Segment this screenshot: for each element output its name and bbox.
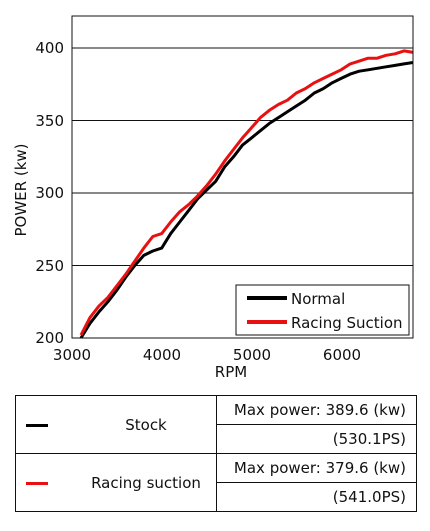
x-tick-label: 3000 xyxy=(53,346,91,364)
x-tick-label: 6000 xyxy=(323,346,361,364)
variant-name: Stock xyxy=(76,395,217,454)
legend: Normal Racing Suction xyxy=(235,284,410,336)
variant-name: Racing suction xyxy=(76,453,217,512)
x-axis-title: RPM xyxy=(215,363,247,381)
table-row-stock-ps: (530.1PS) xyxy=(16,424,417,454)
y-tick-label: 250 xyxy=(35,257,64,275)
legend-label-normal: Normal xyxy=(291,290,345,308)
series-line-normal xyxy=(79,61,414,339)
table-row-racing-suction: Racing suction Max power: 379.6 (kw) xyxy=(15,453,417,512)
swatch-cell xyxy=(15,395,76,454)
ps-value: (530.1PS) xyxy=(216,424,417,454)
plot-frame xyxy=(71,15,414,339)
power-chart: 200 250 300 350 400 3000 4000 5000 6000 … xyxy=(12,15,414,381)
max-power-value: Max power: 379.6 (kw) xyxy=(216,453,417,483)
table-row-racing-suction-ps: (541.0PS) xyxy=(16,482,417,512)
x-tick-labels: 3000 4000 5000 6000 xyxy=(53,346,361,364)
racing-suction-color-swatch xyxy=(26,481,48,485)
legend-box xyxy=(235,284,410,336)
y-tick-label: 400 xyxy=(35,39,64,57)
y-tick-label: 350 xyxy=(35,112,64,130)
grid-lines xyxy=(72,47,413,266)
swatch-cell xyxy=(15,453,76,512)
ps-value: (541.0PS) xyxy=(216,482,417,512)
y-tick-label: 200 xyxy=(35,329,64,347)
x-tick-label: 5000 xyxy=(233,346,271,364)
spec-table: Stock Max power: 389.6 (kw) (530.1PS) Ra… xyxy=(15,395,417,512)
y-tick-labels: 200 250 300 350 400 xyxy=(35,39,64,347)
series-layer xyxy=(79,49,414,339)
legend-label-racing-suction: Racing Suction xyxy=(291,314,403,332)
max-power-value: Max power: 389.6 (kw) xyxy=(216,395,417,425)
y-axis-title: POWER (kw) xyxy=(12,143,30,236)
x-tick-label: 4000 xyxy=(143,346,181,364)
series-line-racing-suction xyxy=(79,49,414,336)
y-tick-label: 300 xyxy=(35,184,64,202)
table-row-stock: Stock Max power: 389.6 (kw) xyxy=(15,395,417,454)
stock-color-swatch xyxy=(26,423,48,427)
